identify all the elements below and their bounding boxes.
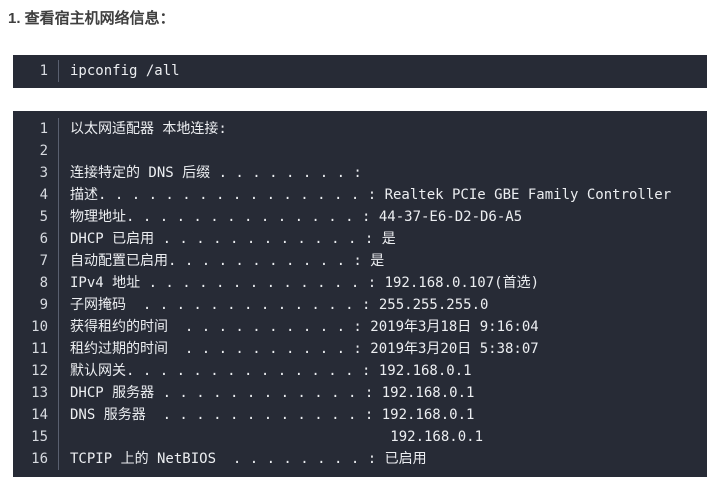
line-text: 以太网适配器 本地连接: <box>58 118 707 140</box>
line-number: 5 <box>39 209 48 225</box>
line-number: 12 <box>31 363 48 379</box>
line-text: DHCP 已启用 . . . . . . . . . . . . : 是 <box>58 228 707 250</box>
code-line: 1 以太网适配器 本地连接: <box>13 118 707 140</box>
code-line: 3 连接特定的 DNS 后缀 . . . . . . . . : <box>13 162 707 184</box>
line-text: 自动配置已启用. . . . . . . . . . . : 是 <box>58 250 707 272</box>
line-text: 获得租约的时间 . . . . . . . . . . : 2019年3月18日… <box>58 316 707 338</box>
code-line: 5 物理地址. . . . . . . . . . . . . . : 44-37… <box>13 206 707 228</box>
line-text: 子网掩码 . . . . . . . . . . . . . : 255.255… <box>58 294 707 316</box>
line-number: 11 <box>31 341 48 357</box>
line-text: 默认网关. . . . . . . . . . . . . . : 192.16… <box>58 360 707 382</box>
line-text: DNS 服务器 . . . . . . . . . . . . : 192.16… <box>58 404 707 426</box>
line-text: 192.168.0.1 <box>58 426 707 448</box>
line-text: TCPIP 上的 NetBIOS . . . . . . . . : 已启用 <box>58 448 707 470</box>
line-text: DHCP 服务器 . . . . . . . . . . . . : 192.1… <box>58 382 707 404</box>
command-code-block: 1 ipconfig /all <box>13 55 707 88</box>
line-number: 2 <box>39 143 48 159</box>
line-number: 16 <box>31 451 48 467</box>
section-heading: 1. 查看宿主机网络信息： <box>8 10 175 27</box>
line-number: 15 <box>31 429 48 445</box>
line-number: 10 <box>31 319 48 335</box>
code-line: 16 TCPIP 上的 NetBIOS . . . . . . . . : 已启用 <box>13 448 707 470</box>
line-number: 3 <box>39 165 48 181</box>
code-line: 13 DHCP 服务器 . . . . . . . . . . . . : 192… <box>13 382 707 404</box>
command-code-lines: 1 ipconfig /all <box>13 60 707 82</box>
code-line: 12 默认网关. . . . . . . . . . . . . . : 192.… <box>13 360 707 382</box>
line-number: 7 <box>39 253 48 269</box>
line-text: ipconfig /all <box>58 60 707 82</box>
line-text: 租约过期的时间 . . . . . . . . . . : 2019年3月20日… <box>58 338 707 360</box>
line-text: 描述. . . . . . . . . . . . . . . . : Real… <box>58 184 707 206</box>
line-number: 9 <box>39 297 48 313</box>
output-code-block: 1 以太网适配器 本地连接: 2 3 连接特定的 DNS 后缀 . . . . . . … <box>13 111 707 477</box>
code-line: 8 IPv4 地址 . . . . . . . . . . . . . : 192… <box>13 272 707 294</box>
line-number: 4 <box>39 187 48 203</box>
line-text: 物理地址. . . . . . . . . . . . . . : 44-37-… <box>58 206 707 228</box>
code-line: 1 ipconfig /all <box>13 60 707 82</box>
output-code-lines: 1 以太网适配器 本地连接: 2 3 连接特定的 DNS 后缀 . . . . . . … <box>13 118 707 470</box>
code-line: 2 <box>13 140 707 162</box>
line-text: 连接特定的 DNS 后缀 . . . . . . . . : <box>58 162 707 184</box>
code-line: 15 192.168.0.1 <box>13 426 707 448</box>
line-number: 6 <box>39 231 48 247</box>
line-number: 14 <box>31 407 48 423</box>
code-line: 11 租约过期的时间 . . . . . . . . . . : 2019年3月2… <box>13 338 707 360</box>
code-line: 9 子网掩码 . . . . . . . . . . . . . : 255.25… <box>13 294 707 316</box>
code-line: 6 DHCP 已启用 . . . . . . . . . . . . : 是 <box>13 228 707 250</box>
code-line: 7 自动配置已启用. . . . . . . . . . . : 是 <box>13 250 707 272</box>
line-text <box>58 140 707 162</box>
code-line: 4 描述. . . . . . . . . . . . . . . . : Rea… <box>13 184 707 206</box>
code-line: 14 DNS 服务器 . . . . . . . . . . . . : 192.… <box>13 404 707 426</box>
line-number: 1 <box>39 121 48 137</box>
line-number: 13 <box>31 385 48 401</box>
line-number: 1 <box>39 63 48 79</box>
code-line: 10 获得租约的时间 . . . . . . . . . . : 2019年3月1… <box>13 316 707 338</box>
line-number: 8 <box>39 275 48 291</box>
line-text: IPv4 地址 . . . . . . . . . . . . . : 192.… <box>58 272 707 294</box>
